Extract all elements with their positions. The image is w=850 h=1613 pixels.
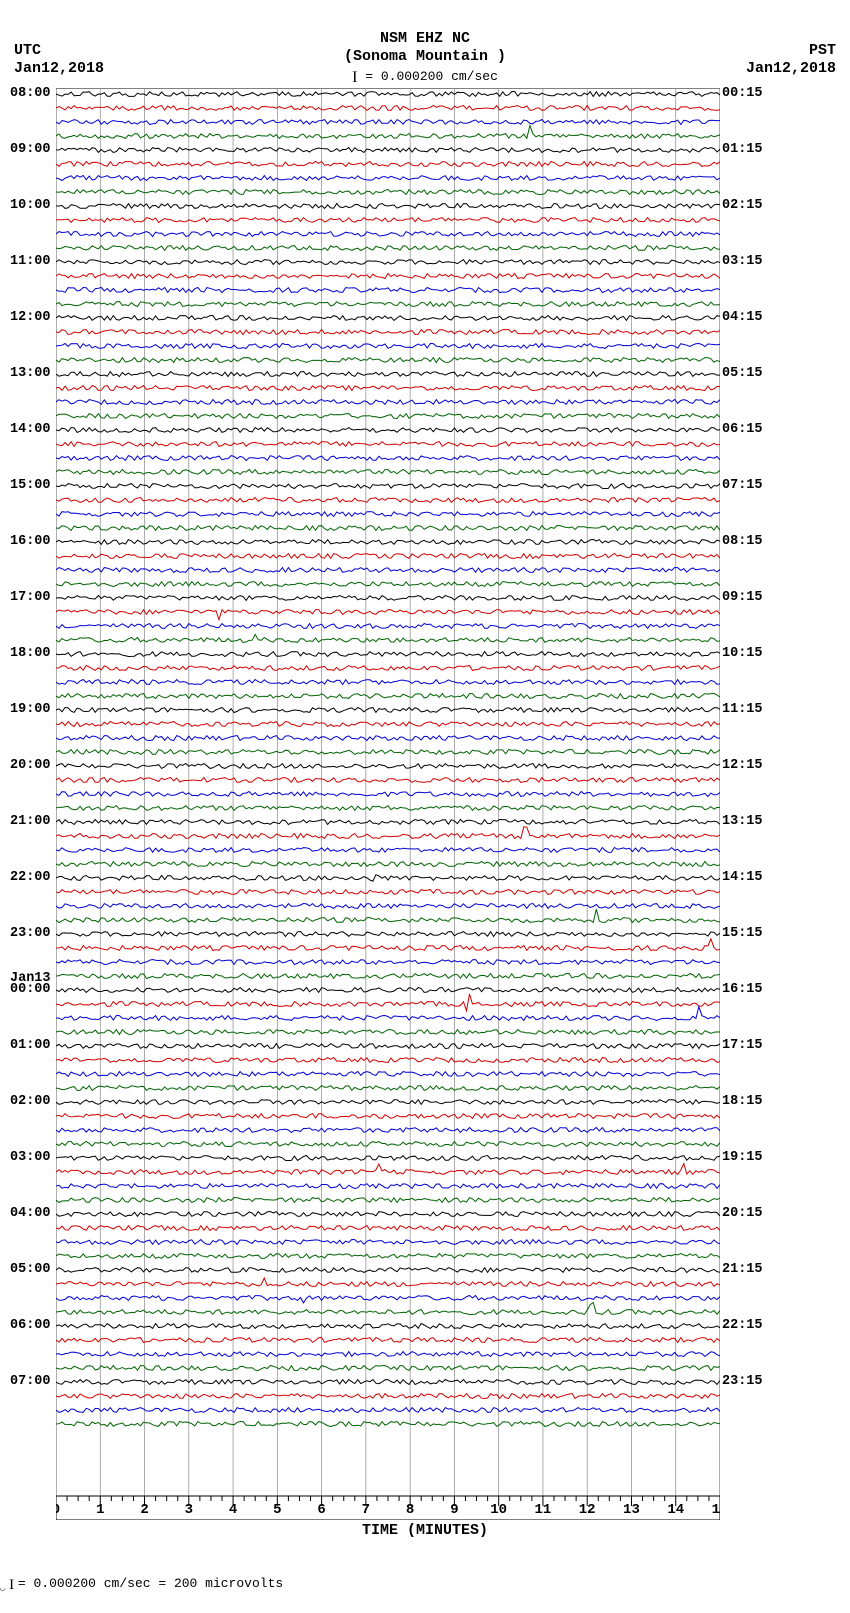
svg-text:2: 2 — [140, 1502, 148, 1518]
pst-time-1815: 18:15 — [722, 1094, 763, 1109]
svg-text:1: 1 — [96, 1502, 104, 1518]
svg-text:9: 9 — [450, 1502, 458, 1518]
pst-time-1915: 19:15 — [722, 1150, 763, 1165]
pst-time-1115: 11:15 — [722, 702, 763, 717]
seismogram-plot: 0123456789101112131415 — [56, 88, 720, 1520]
utc-time-0800: 08:00 — [10, 86, 51, 101]
utc-time-0500: 05:00 — [10, 1262, 51, 1277]
pst-time-1215: 12:15 — [722, 758, 763, 773]
utc-time-0100: 01:00 — [10, 1038, 51, 1053]
utc-time-1900: 19:00 — [10, 702, 51, 717]
svg-text:11: 11 — [535, 1502, 552, 1518]
utc-time-1500: 15:00 — [10, 478, 51, 493]
pst-time-1415: 14:15 — [722, 870, 763, 885]
pst-time-0415: 04:15 — [722, 310, 763, 325]
svg-text:6: 6 — [317, 1502, 325, 1518]
utc-time-2200: 22:00 — [10, 870, 51, 885]
pst-time-0615: 06:15 — [722, 422, 763, 437]
pst-time-1015: 10:15 — [722, 646, 763, 661]
pst-label: PST — [746, 42, 836, 60]
utc-label: UTC — [14, 42, 104, 60]
utc-time-2100: 21:00 — [10, 814, 51, 829]
utc-time-0700: 07:00 — [10, 1374, 51, 1389]
left-date: Jan12,2018 — [14, 60, 104, 78]
utc-time-0400: 04:00 — [10, 1206, 51, 1221]
svg-text:7: 7 — [362, 1502, 370, 1518]
pst-time-0215: 02:15 — [722, 198, 763, 213]
utc-time-1600: 16:00 — [10, 534, 51, 549]
pst-time-0715: 07:15 — [722, 478, 763, 493]
svg-text:12: 12 — [579, 1502, 596, 1518]
svg-text:4: 4 — [229, 1502, 237, 1518]
utc-day-marker: Jan13 — [10, 971, 51, 986]
pst-time-2315: 23:15 — [722, 1374, 763, 1389]
svg-text:0: 0 — [56, 1502, 60, 1518]
svg-text:10: 10 — [490, 1502, 507, 1518]
utc-time-2300: 23:00 — [10, 926, 51, 941]
header-left: UTC Jan12,2018 — [14, 42, 104, 78]
pst-time-0915: 09:15 — [722, 590, 763, 605]
pst-time-2115: 21:15 — [722, 1262, 763, 1277]
right-date: Jan12,2018 — [746, 60, 836, 78]
utc-time-1400: 14:00 — [10, 422, 51, 437]
utc-time-1800: 18:00 — [10, 646, 51, 661]
pst-time-0015: 00:15 — [722, 86, 763, 101]
utc-time-1300: 13:00 — [10, 366, 51, 381]
svg-text:13: 13 — [623, 1502, 640, 1518]
pst-time-2015: 20:15 — [722, 1206, 763, 1221]
utc-time-1000: 10:00 — [10, 198, 51, 213]
svg-text:15: 15 — [712, 1502, 720, 1518]
pst-time-0815: 08:15 — [722, 534, 763, 549]
utc-time-1100: 11:00 — [10, 254, 51, 269]
pst-time-1715: 17:15 — [722, 1038, 763, 1053]
utc-time-0600: 06:00 — [10, 1318, 51, 1333]
utc-time-0200: 02:00 — [10, 1094, 51, 1109]
pst-time-0515: 05:15 — [722, 366, 763, 381]
pst-time-0115: 01:15 — [722, 142, 763, 157]
svg-text:3: 3 — [185, 1502, 193, 1518]
pst-time-2215: 22:15 — [722, 1318, 763, 1333]
x-axis-title: TIME (MINUTES) — [0, 1522, 850, 1539]
header-center: NSM EHZ NC (Sonoma Mountain ) I = 0.0002… — [0, 30, 850, 87]
svg-text:14: 14 — [667, 1502, 684, 1518]
header-right: PST Jan12,2018 — [746, 42, 836, 78]
bottom-scale-note: ◡ I = 0.000200 cm/sec = 200 microvolts — [0, 1576, 283, 1594]
pst-time-1515: 15:15 — [722, 926, 763, 941]
scale-note-top: I = 0.000200 cm/sec — [0, 68, 850, 87]
svg-text:5: 5 — [273, 1502, 281, 1518]
utc-time-0300: 03:00 — [10, 1150, 51, 1165]
utc-time-1200: 12:00 — [10, 310, 51, 325]
pst-time-1315: 13:15 — [722, 814, 763, 829]
station-name: (Sonoma Mountain ) — [0, 48, 850, 66]
station-id: NSM EHZ NC — [0, 30, 850, 48]
pst-time-0315: 03:15 — [722, 254, 763, 269]
pst-time-1615: 16:15 — [722, 982, 763, 997]
utc-time-0900: 09:00 — [10, 142, 51, 157]
utc-time-2000: 20:00 — [10, 758, 51, 773]
svg-text:8: 8 — [406, 1502, 414, 1518]
utc-time-1700: 17:00 — [10, 590, 51, 605]
